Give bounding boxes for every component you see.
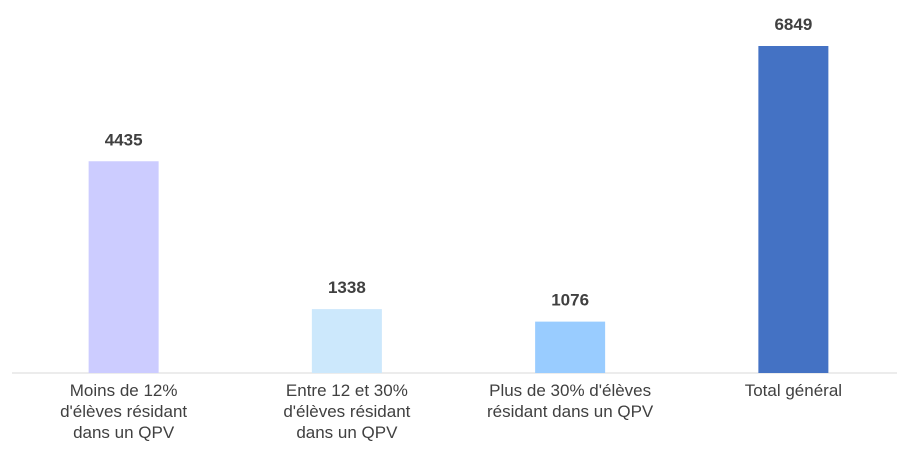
x-tick-label: Entre 12 et 30% d'élèves résidant dans u… — [283, 381, 411, 442]
bar — [535, 321, 606, 373]
data-label: 6849 — [774, 15, 812, 34]
x-tick-label: Moins de 12% d'élèves résidant dans un Q… — [60, 381, 188, 442]
x-tick-label: Total général — [744, 381, 843, 400]
data-label: 1076 — [551, 291, 589, 310]
data-label: 1338 — [328, 278, 366, 297]
x-tick-label: Plus de 30% d'élèves résidant dans un QP… — [486, 381, 654, 421]
data-label: 4435 — [105, 130, 143, 149]
bar — [88, 161, 159, 373]
bar — [311, 309, 382, 373]
bar — [758, 46, 829, 373]
